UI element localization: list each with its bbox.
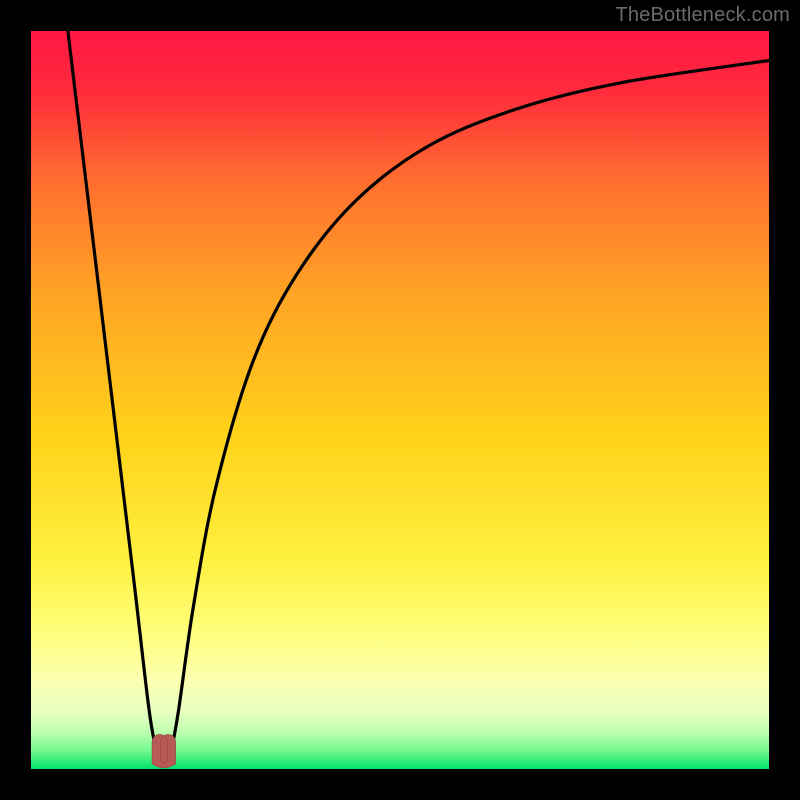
optimal-point-marker bbox=[152, 734, 176, 768]
chart-svg bbox=[0, 0, 800, 800]
chart-stage: TheBottleneck.com bbox=[0, 0, 800, 800]
watermark-label: TheBottleneck.com bbox=[615, 4, 790, 27]
